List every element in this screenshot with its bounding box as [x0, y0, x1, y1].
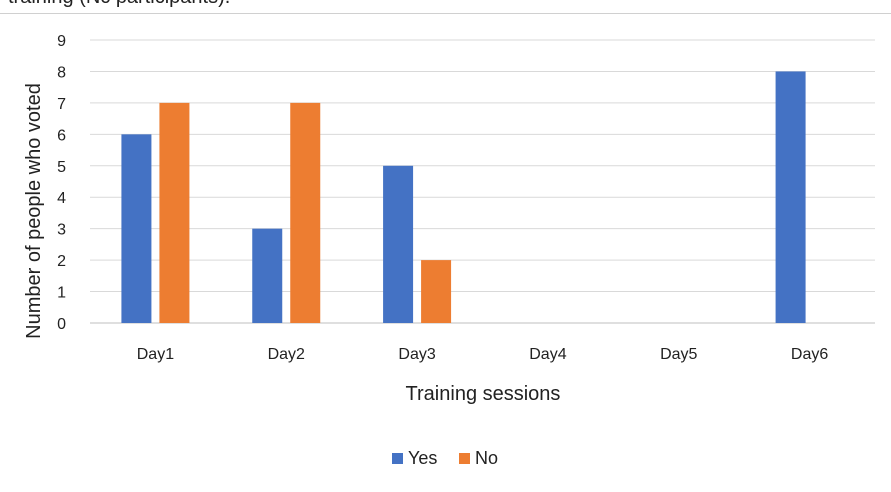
caption-fragment: training (Nc participants). [8, 0, 230, 9]
top-divider [0, 13, 891, 14]
y-tick-label: 4 [57, 190, 66, 207]
x-tick-label: Day6 [791, 346, 828, 363]
x-tick-labels: Day1 Day2 Day3 Day4 Day5 Day6 [137, 346, 829, 363]
legend-swatch-no [459, 453, 470, 464]
y-tick-labels: 0 1 2 3 4 5 6 7 8 9 [57, 33, 66, 333]
legend-label-yes: Yes [408, 448, 437, 468]
y-axis-title: Number of people who voted [23, 83, 45, 339]
y-tick-label: 6 [57, 127, 66, 144]
y-tick-label: 1 [57, 285, 66, 302]
y-tick-label: 0 [57, 316, 66, 333]
y-tick-label: 8 [57, 64, 66, 81]
x-tick-label: Day1 [137, 346, 174, 363]
bar-no-day3 [421, 260, 452, 323]
bars [121, 71, 806, 323]
x-tick-label: Day2 [268, 346, 305, 363]
bar-yes-day1 [121, 134, 152, 323]
y-tick-label: 2 [57, 253, 66, 270]
bar-yes-day2 [252, 228, 283, 323]
y-tick-label: 3 [57, 222, 66, 239]
x-tick-label: Day5 [660, 346, 697, 363]
x-axis-title: Training sessions [406, 383, 561, 405]
y-tick-label: 7 [57, 96, 66, 113]
x-tick-label: Day3 [398, 346, 435, 363]
gridlines [90, 39, 875, 324]
bar-no-day1 [159, 102, 190, 323]
y-tick-label: 5 [57, 159, 66, 176]
legend-swatch-yes [392, 453, 403, 464]
x-tick-label: Day4 [529, 346, 566, 363]
legend: Yes No [392, 448, 498, 468]
bar-no-day2 [290, 102, 321, 323]
y-tick-label: 9 [57, 33, 66, 50]
bar-yes-day3 [383, 165, 414, 323]
bar-yes-day6 [775, 71, 806, 323]
legend-label-no: No [475, 448, 498, 468]
